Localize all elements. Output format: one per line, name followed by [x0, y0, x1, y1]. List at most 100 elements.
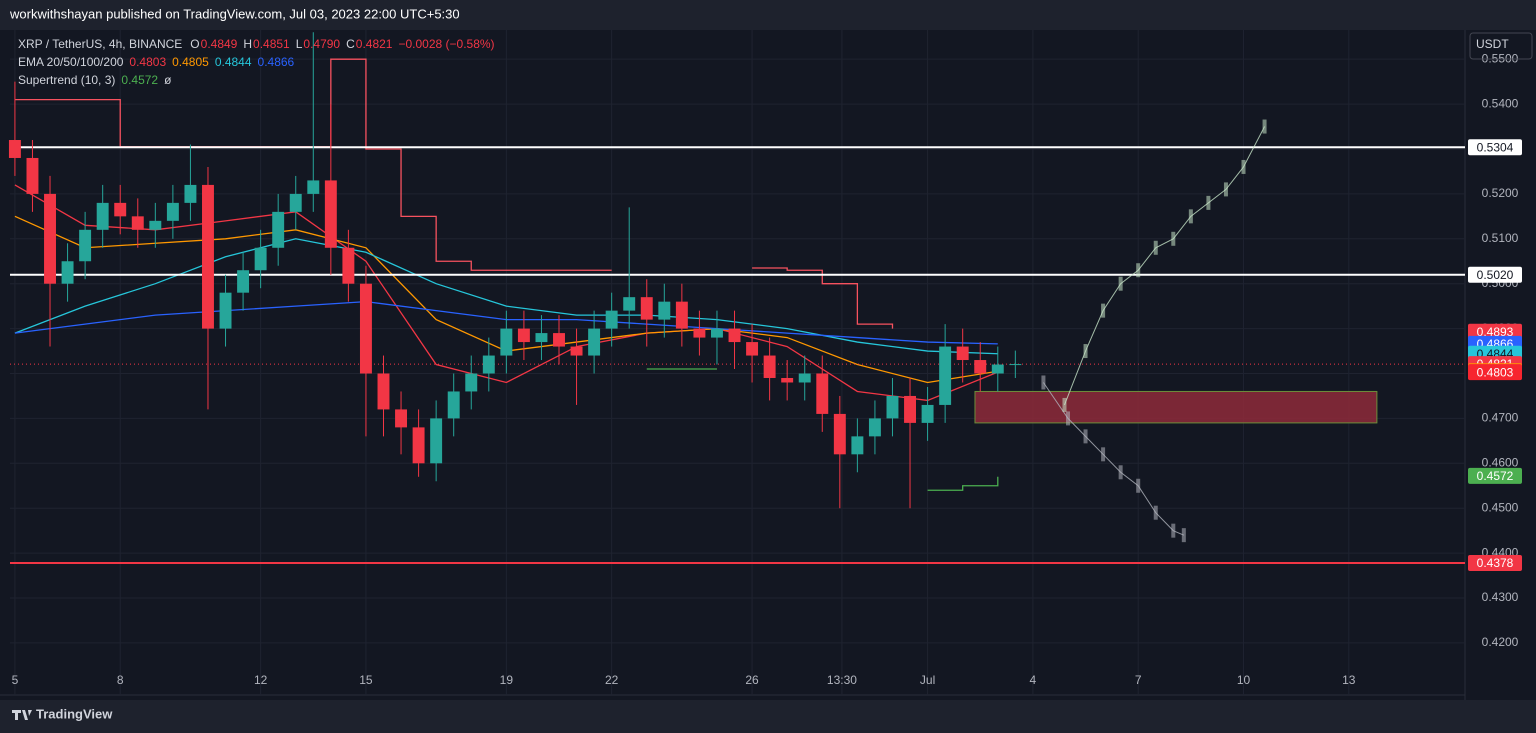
- candle-body: [395, 409, 408, 428]
- x-tick-label: 13:30: [827, 673, 857, 687]
- projection-line: [1064, 126, 1266, 406]
- x-tick-label: 15: [359, 673, 373, 687]
- candle-body: [588, 328, 601, 356]
- header: workwithshayan published on TradingView.…: [9, 6, 460, 21]
- candle-body: [991, 364, 1004, 374]
- price-tag: [1468, 554, 1522, 571]
- footer: TradingView: [36, 706, 113, 721]
- candle-body: [746, 342, 759, 356]
- projection-bar: [1101, 303, 1106, 318]
- candle-body: [904, 395, 916, 423]
- legend-key: L: [296, 37, 303, 51]
- candle-body: [412, 427, 425, 464]
- x-tick-label: 19: [500, 673, 514, 687]
- candle-body: [149, 220, 162, 230]
- candle-body: [202, 184, 214, 329]
- price-tag-label: 0.4572: [1477, 469, 1514, 483]
- legend-value: 0.4851: [253, 37, 290, 51]
- candle-body: [640, 297, 653, 320]
- ema-value: 0.4866: [258, 55, 295, 69]
- legend-key: O: [190, 37, 199, 51]
- supertrend-label: Supertrend (10, 3): [18, 73, 115, 87]
- currency: USDT: [1476, 37, 1509, 51]
- candle-body: [166, 202, 179, 221]
- projection-bar: [1223, 182, 1228, 197]
- x-tick-label: 12: [254, 673, 268, 687]
- candle-body: [781, 377, 794, 383]
- price-tag-label: 0.5020: [1477, 268, 1514, 282]
- candle-body: [324, 180, 337, 248]
- price-tag: [1468, 364, 1522, 381]
- projection-bar: [1153, 505, 1158, 520]
- legend-value: 0.4821: [356, 37, 393, 51]
- plot: [8, 32, 1465, 564]
- candle-body: [816, 373, 829, 414]
- ema-value: 0.4805: [172, 55, 209, 69]
- candle-body: [8, 140, 21, 158]
- x-tick-label: Jul: [920, 673, 935, 687]
- y-tick-label: 0.4700: [1482, 411, 1519, 425]
- candle-body: [79, 229, 92, 262]
- legend-symbol: XRP / TetherUS, 4h, BINANCE: [18, 37, 182, 51]
- candle-body: [44, 193, 56, 284]
- supertrend-value: 0.4572: [121, 73, 158, 87]
- candle-body: [96, 202, 109, 230]
- projection-bar: [1171, 231, 1176, 246]
- candle-body: [114, 202, 127, 217]
- projection-bar: [1062, 397, 1067, 412]
- candle-body: [465, 373, 478, 392]
- axes: 0.42000.43000.44000.45000.46000.47000.48…: [12, 51, 1522, 687]
- candle-body: [377, 373, 390, 410]
- candle-body: [658, 301, 671, 320]
- candle-body: [184, 184, 197, 203]
- candle-body: [693, 328, 706, 338]
- projection-bar: [1136, 478, 1141, 493]
- projection-bar: [1153, 240, 1158, 255]
- price-tag-label: 0.4893: [1477, 325, 1514, 339]
- currency-box: [1469, 32, 1533, 60]
- candle-body: [289, 193, 302, 212]
- candle-body: [939, 346, 952, 405]
- zone: [974, 390, 1378, 424]
- supertrend-up: [646, 368, 999, 491]
- ema-value: 0.4803: [129, 55, 166, 69]
- projection-bar: [1171, 523, 1176, 538]
- y-tick-label: 0.4600: [1482, 455, 1519, 469]
- candle-body: [307, 180, 320, 194]
- legend-key: C: [346, 37, 355, 51]
- supertrend-down: [14, 58, 894, 329]
- projection-bar: [1241, 159, 1246, 174]
- price-tag: [1468, 323, 1522, 340]
- candle-body: [798, 373, 811, 383]
- x-tick-label: 26: [745, 673, 759, 687]
- candle-body: [342, 247, 355, 284]
- x-tick-label: 4: [1030, 673, 1037, 687]
- projection-bar: [1136, 263, 1141, 278]
- legend-value: 0.4849: [201, 37, 238, 51]
- projection-bar: [1065, 411, 1070, 426]
- projection-bar: [1188, 209, 1193, 224]
- price-tag: [1468, 139, 1522, 156]
- legend-key: H: [243, 37, 252, 51]
- x-tick-label: 8: [117, 673, 124, 687]
- y-tick-label: 0.5200: [1482, 186, 1519, 200]
- ema-label: EMA 20/50/100/200: [18, 55, 124, 69]
- candle-body: [61, 261, 74, 284]
- candle-body: [886, 395, 899, 419]
- projection-bar: [1083, 429, 1088, 444]
- candle-body: [219, 292, 232, 329]
- candle-body: [447, 391, 460, 419]
- y-tick-label: 0.5400: [1482, 96, 1519, 110]
- x-tick-label: 10: [1237, 673, 1251, 687]
- y-tick-label: 0.5500: [1482, 51, 1519, 65]
- y-tick-label: 0.4200: [1482, 635, 1519, 649]
- x-tick-label: 22: [605, 673, 619, 687]
- candle-body: [763, 355, 776, 378]
- candle-body: [974, 360, 987, 374]
- projection-bar: [1262, 119, 1267, 134]
- x-tick-label: 13: [1342, 673, 1356, 687]
- candle-body: [517, 328, 530, 343]
- header-bar: [0, 0, 1536, 30]
- price-tag: [1468, 266, 1522, 283]
